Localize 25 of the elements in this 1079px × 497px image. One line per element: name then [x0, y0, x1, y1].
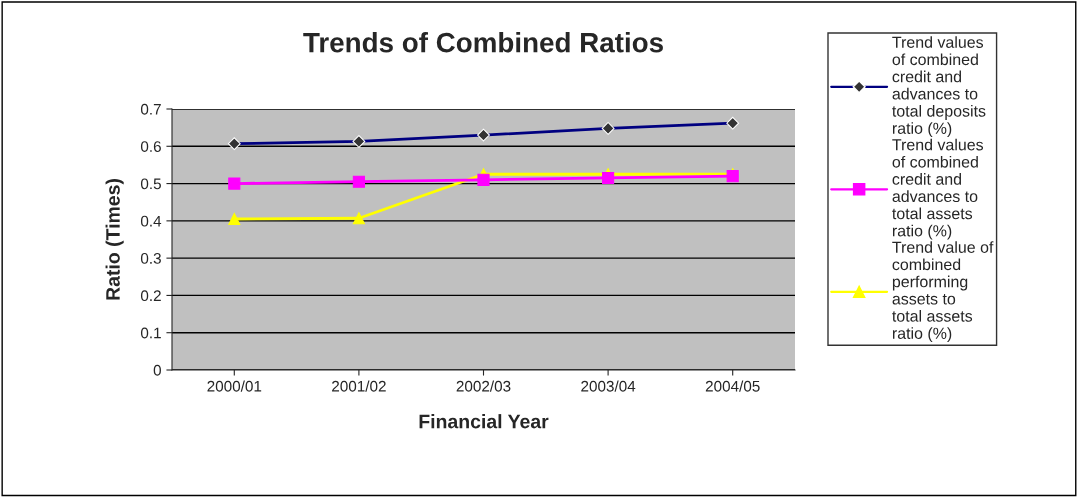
x-tick-label: 2001/02 — [332, 380, 386, 392]
x-axis-title: Financial Year — [419, 414, 549, 429]
point — [352, 212, 365, 225]
legend-label: Trend values of combined credit and advances to total deposits ratio (%) — [892, 36, 986, 138]
y-tick-label: 0.4 — [140, 215, 162, 227]
y-tick-label: 0.1 — [140, 327, 161, 339]
point — [477, 173, 490, 186]
y-tick-label: 0.5 — [140, 178, 161, 190]
y-tick-label: 0 — [153, 364, 161, 376]
point — [602, 171, 615, 185]
y-tick-label: 0.6 — [140, 141, 161, 152]
legend-label: Trend values of combined credit and advances to total assets ratio (%) — [892, 138, 984, 240]
x-tick-label: 2003/04 — [581, 380, 636, 392]
chart-title: Trends of Combined Ratios — [303, 32, 663, 53]
x-tick-label: 2004/05 — [705, 380, 760, 392]
legend-label: Trend value of combined performing assets to total assets ratio (%) — [892, 241, 994, 343]
point — [352, 175, 365, 188]
y-axis-title: Ratio (Times) — [105, 179, 124, 300]
y-tick-label: 0.3 — [140, 253, 161, 264]
point — [228, 212, 241, 226]
y-tick-label: 0.7 — [140, 103, 161, 115]
x-tick-label: 2000/01 — [207, 380, 262, 392]
y-tick-label: 0.2 — [140, 290, 161, 302]
x-tick-label: 2002/03 — [456, 380, 511, 392]
point — [228, 177, 241, 190]
